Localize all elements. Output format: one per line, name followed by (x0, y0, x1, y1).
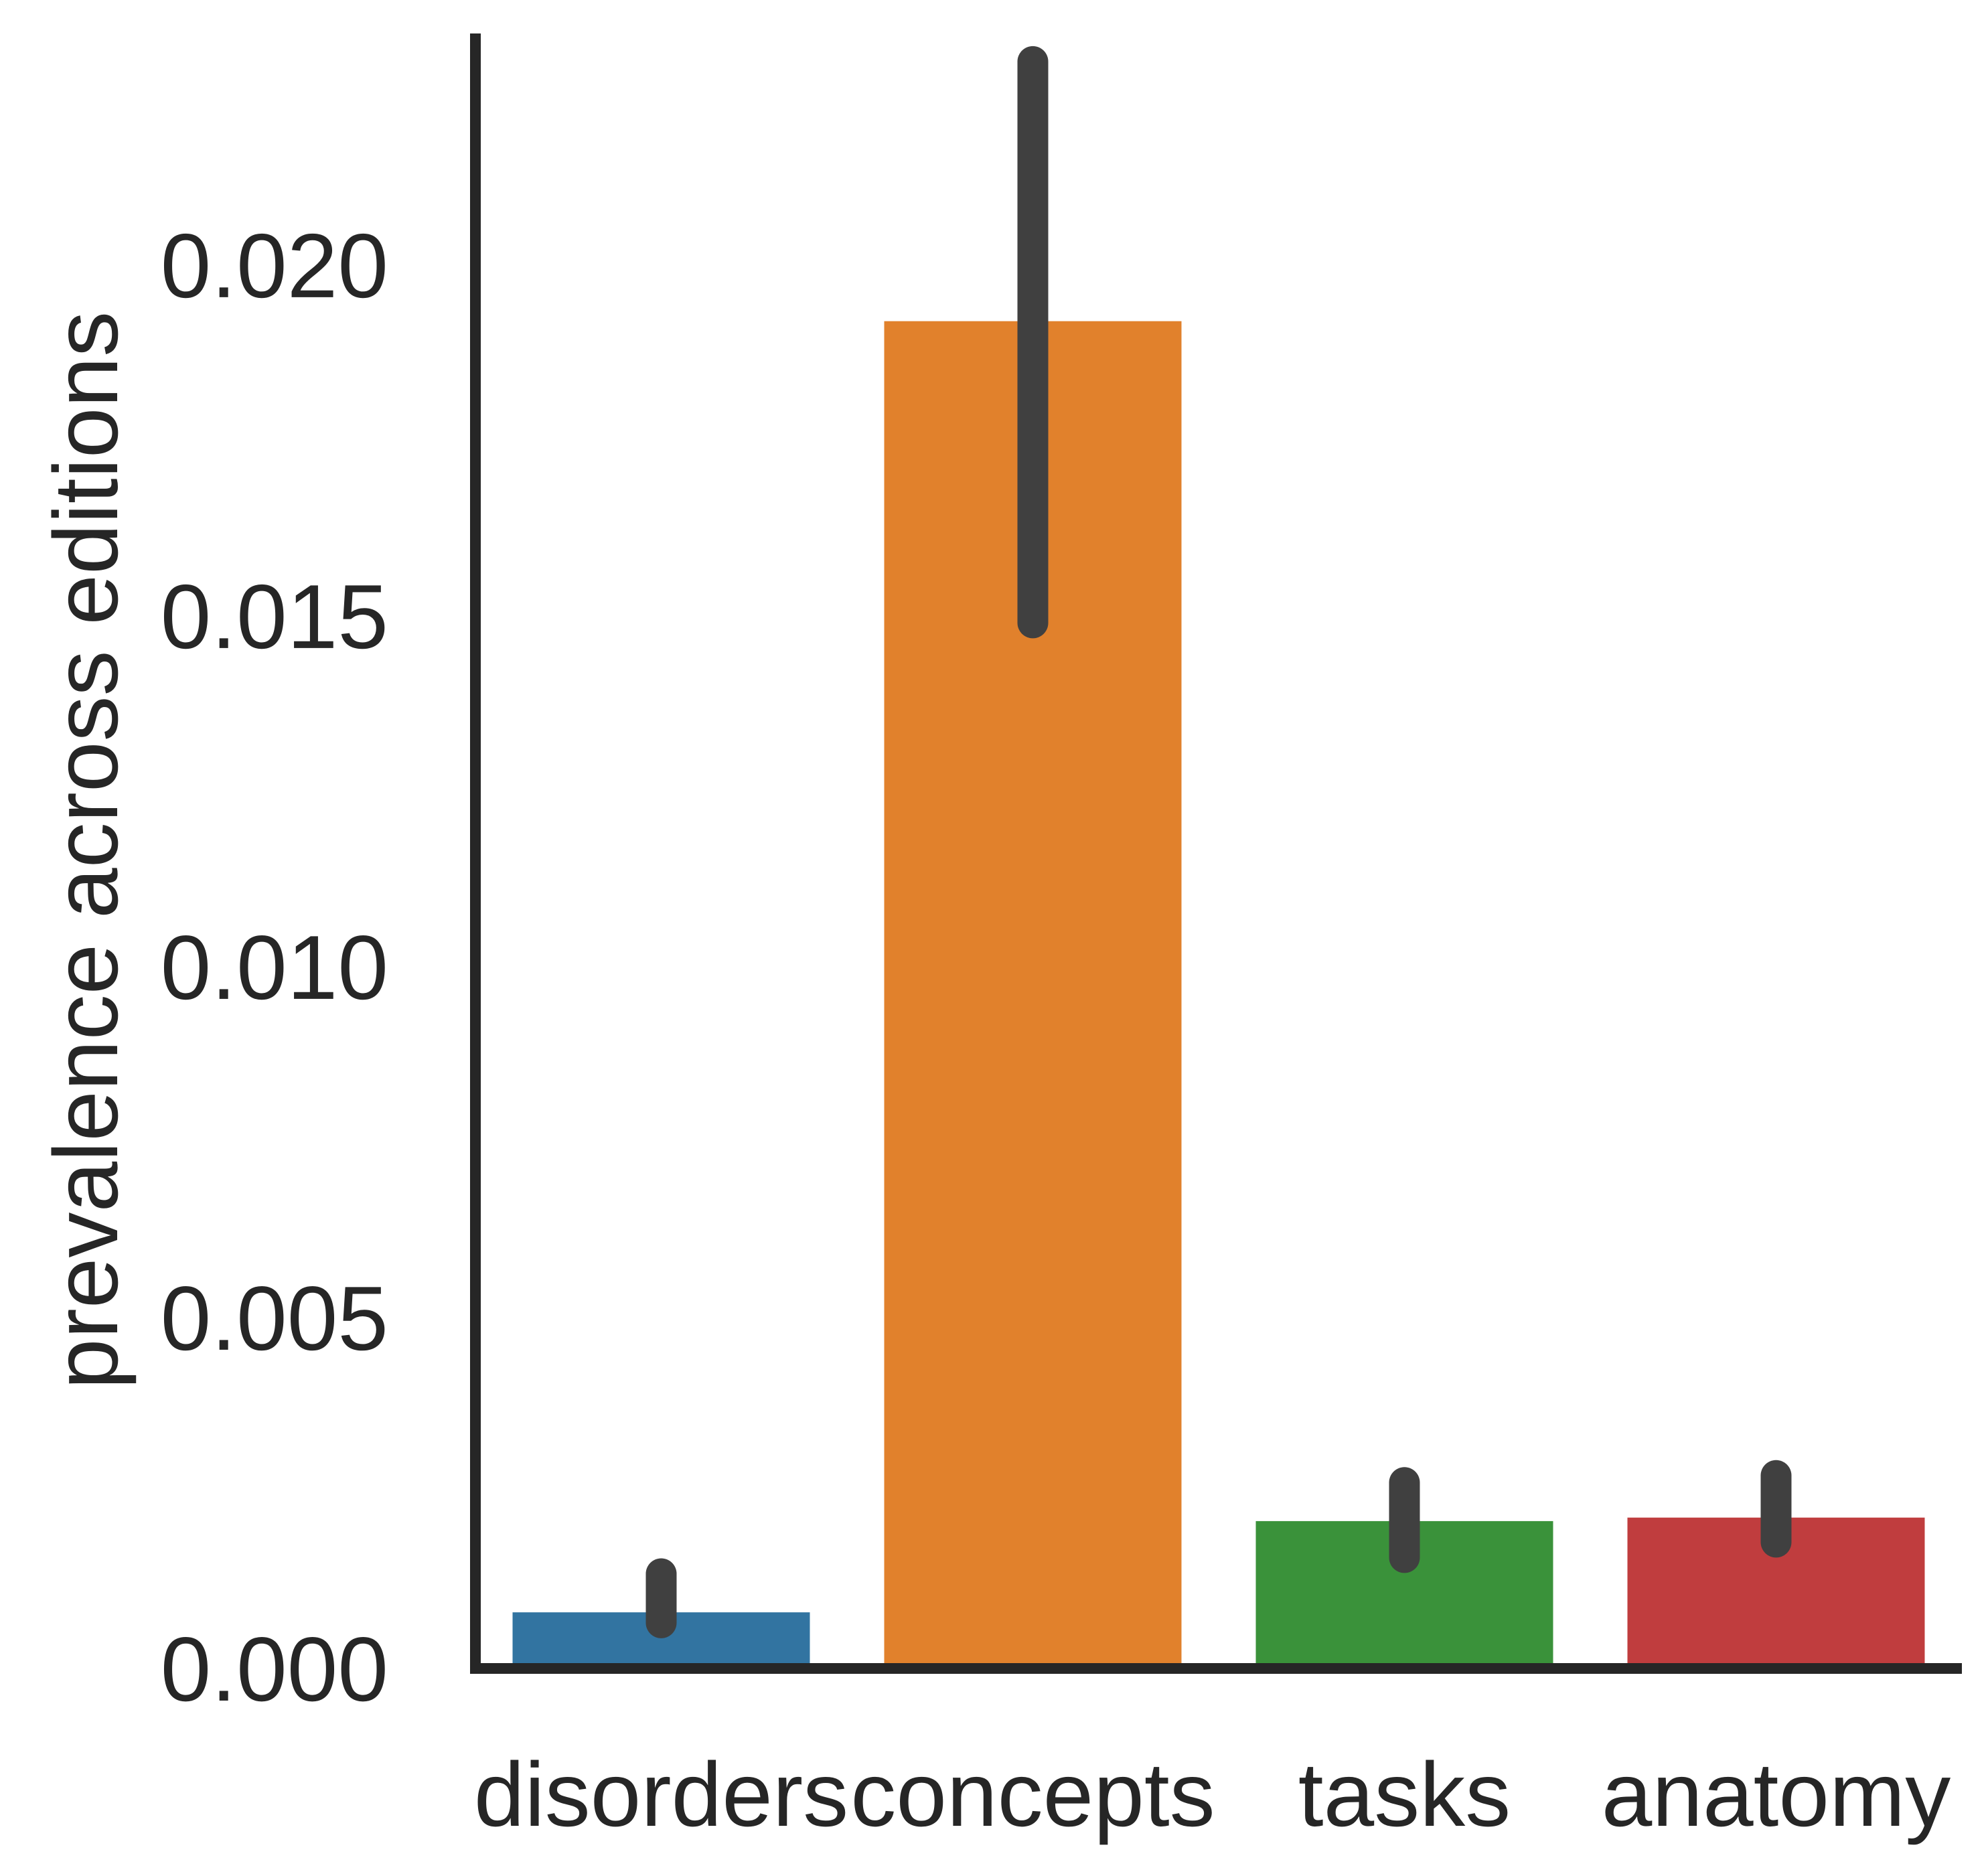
error-bars-group (645, 46, 1792, 1638)
axes-group (470, 33, 1962, 1674)
bars-group (512, 321, 1925, 1669)
y-tick-label: 0.020 (161, 215, 388, 317)
x-tick-label-tasks: tasks (1298, 1743, 1511, 1845)
y-tick-label: 0.015 (161, 566, 388, 668)
x-tick-label-concepts: concepts (850, 1743, 1215, 1845)
y-axis-label: prevalence across editions (35, 311, 137, 1389)
y-tick-labels: 0.000 0.005 0.010 0.015 0.020 (161, 215, 388, 1720)
y-tick-label: 0.005 (161, 1267, 388, 1369)
y-tick-label: 0.000 (161, 1618, 388, 1720)
y-tick-label: 0.010 (161, 917, 388, 1018)
x-tick-labels: disorders concepts tasks anatomy (474, 1743, 1951, 1845)
x-tick-label-disorders: disorders (474, 1743, 848, 1845)
x-tick-label-anatomy: anatomy (1602, 1743, 1951, 1845)
